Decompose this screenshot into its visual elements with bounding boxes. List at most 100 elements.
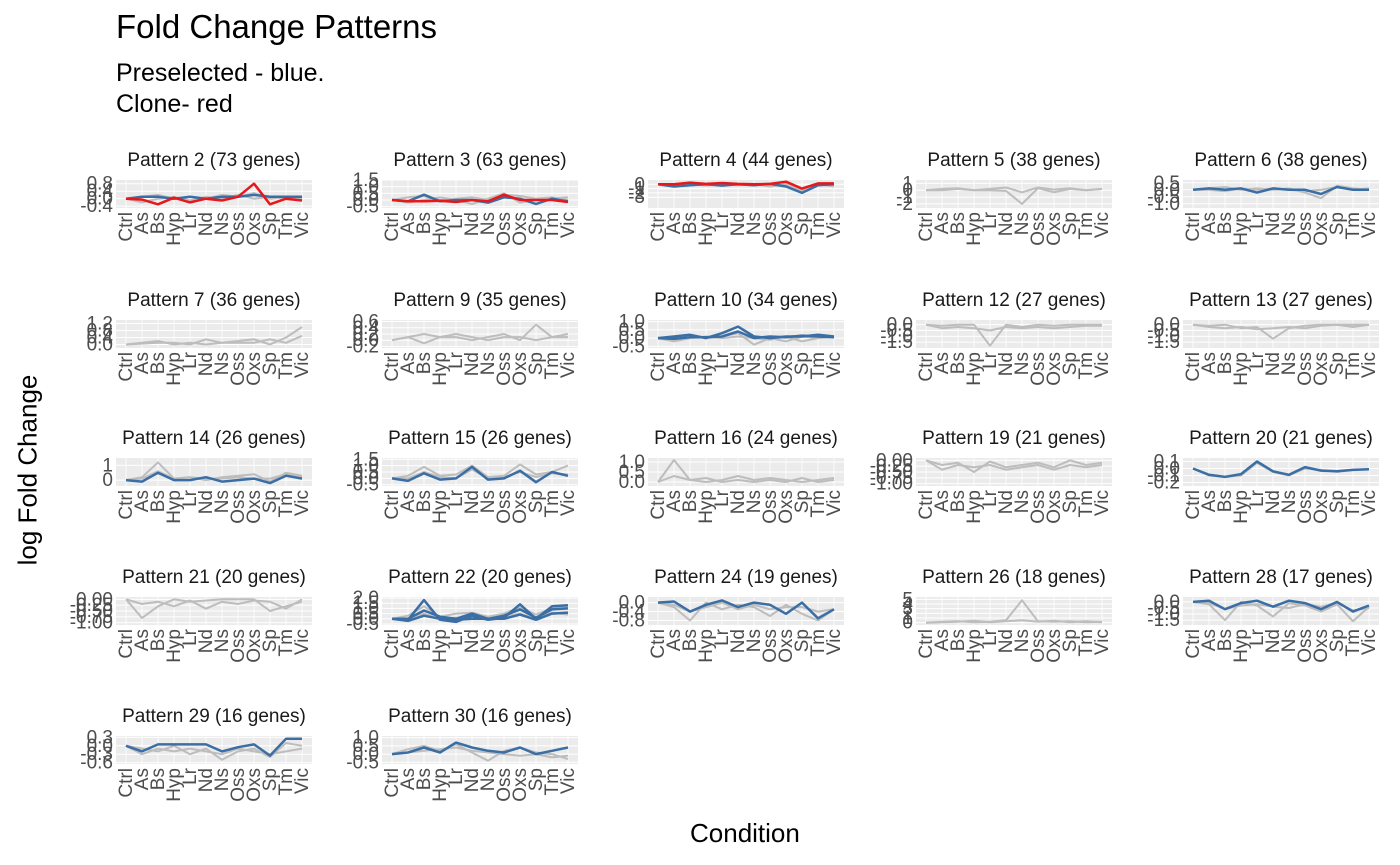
- x-tick-label: Oxs: [776, 352, 797, 386]
- x-tick-label: Vic: [292, 490, 313, 516]
- x-tick-label: Vic: [1092, 490, 1113, 516]
- x-tick-label: Ns: [1012, 212, 1033, 235]
- x-tick-label: As: [1199, 352, 1220, 374]
- facet-strip-label: Pattern 24 (19 genes): [654, 567, 838, 588]
- y-tick-label: -1.00: [70, 613, 113, 634]
- x-tick-label: Tm: [1343, 212, 1364, 239]
- x-tick-label: Nd: [728, 629, 749, 653]
- facet-panel-18: Pattern 24 (19 genes) 0.0-0.4-0.8CtrlAsBs…: [612, 567, 845, 663]
- x-tick-label: Lr: [1247, 351, 1268, 369]
- x-axis-label: Condition: [690, 818, 800, 848]
- y-tick-label: 0.5: [619, 462, 645, 483]
- x-tick-label: Tm: [542, 352, 563, 379]
- y-tick-label: 0.0: [619, 472, 645, 493]
- x-tick-label: Sp: [526, 352, 547, 375]
- y-tick-label: 1.5: [353, 170, 379, 191]
- x-tick-label: Vic: [1359, 629, 1380, 655]
- y-tick-label: 0.0: [353, 468, 379, 489]
- x-tick-label: Sp: [1327, 212, 1348, 235]
- y-tick-label: -0.5: [346, 197, 379, 218]
- x-tick-label: Ns: [1012, 352, 1033, 375]
- y-tick-label: -1: [896, 187, 913, 208]
- x-tick-label: Tm: [276, 768, 297, 795]
- preselected-series-line: [657, 330, 835, 341]
- x-tick-label: Oss: [228, 212, 249, 246]
- x-tick-label: Vic: [292, 768, 313, 794]
- x-tick-label: Hyp: [164, 768, 185, 802]
- x-tick-label: Lr: [980, 489, 1001, 507]
- x-tick-label: Bs: [148, 768, 169, 790]
- y-tick-label: -0.25: [70, 595, 113, 616]
- x-tick-label: As: [132, 768, 153, 790]
- y-tick-label: 1.0: [353, 598, 379, 619]
- x-tick-label: Tm: [808, 352, 829, 379]
- x-tick-label: Tm: [1076, 629, 1097, 656]
- y-tick-label: -0.25: [870, 456, 913, 477]
- x-tick-label: As: [398, 629, 419, 651]
- x-tick-label: Hyp: [1231, 352, 1252, 386]
- x-tick-label: Ns: [744, 352, 765, 375]
- preselected-series-line: [657, 599, 835, 620]
- y-tick-label: -0.5: [346, 614, 379, 635]
- facet-panel-2: Pattern 3 (63 genes) 1.51.00.50.0-0.5Ctrl…: [346, 150, 579, 246]
- y-tick-label: -0.75: [70, 607, 113, 628]
- x-tick-label: Oss: [760, 490, 781, 524]
- gene-series-line: [391, 463, 569, 480]
- x-tick-label: Ns: [212, 212, 233, 235]
- x-tick-label: Bs: [414, 352, 435, 374]
- x-tick-label: Hyp: [964, 629, 985, 663]
- facet-strip-label: Pattern 4 (44 genes): [659, 150, 832, 171]
- y-tick-label: -0.5: [1147, 321, 1180, 342]
- y-tick-label: 0: [902, 613, 913, 634]
- y-tick-label: 1: [902, 608, 913, 629]
- x-tick-label: Sp: [792, 629, 813, 652]
- x-tick-label: Vic: [1092, 352, 1113, 378]
- x-tick-label: Sp: [526, 768, 547, 791]
- x-tick-label: Oxs: [244, 629, 265, 663]
- x-tick-label: Hyp: [164, 490, 185, 524]
- x-tick-label: Oss: [228, 352, 249, 386]
- x-tick-label: Ns: [212, 629, 233, 652]
- x-tick-label: Bs: [1215, 352, 1236, 374]
- panel-background: [916, 180, 1112, 208]
- x-tick-label: Ctrl: [1183, 490, 1204, 520]
- facet-panel-4: Pattern 5 (38 genes)10-1-2CtrlAsBsHypLrN…: [896, 150, 1113, 246]
- y-tick-label: 1.0: [353, 728, 379, 749]
- x-tick-label: Tm: [276, 212, 297, 239]
- facet-strip-label: Pattern 7 (36 genes): [127, 290, 300, 311]
- gene-series-line: [125, 598, 303, 610]
- x-tick-label: Ctrl: [382, 768, 403, 798]
- x-tick-label: Lr: [180, 628, 201, 646]
- x-tick-label: Vic: [292, 352, 313, 378]
- y-tick-label: 0.5: [353, 183, 379, 204]
- preselected-series-line: [391, 465, 569, 484]
- preselected-series-line: [1192, 599, 1370, 613]
- facet-panel-19: Pattern 26 (18 genes) 543210CtrlAsBsHypLr…: [902, 567, 1113, 663]
- y-tick-label: 0.0: [353, 744, 379, 765]
- gene-series-line: [657, 475, 835, 483]
- facet-panel-14: Pattern 19 (21 genes) 0.00-0.25-0.50-0.75…: [870, 428, 1113, 524]
- x-tick-label: Tm: [808, 629, 829, 656]
- x-tick-label: Nd: [1263, 212, 1284, 236]
- facet-strip-label: Pattern 5 (38 genes): [927, 150, 1100, 171]
- x-tick-label: Nd: [1263, 352, 1284, 376]
- x-tick-label: Ctrl: [116, 629, 137, 659]
- y-tick-label: 3: [902, 599, 913, 620]
- x-tick-label: Tm: [276, 629, 297, 656]
- x-tick-label: Hyp: [964, 212, 985, 246]
- x-tick-label: Ctrl: [382, 490, 403, 520]
- x-tick-label: Ns: [1279, 629, 1300, 652]
- x-tick-label: Sp: [1327, 490, 1348, 513]
- y-tick-label: -0.3: [80, 744, 113, 765]
- x-tick-label: Nd: [462, 212, 483, 236]
- y-tick-label: -0.4: [80, 196, 113, 217]
- gene-series-line: [925, 459, 1103, 473]
- facet-panel-3: Pattern 4 (44 genes) 0-1-2-3CtrlAsBsHypLr…: [628, 150, 845, 246]
- x-tick-label: As: [1199, 212, 1220, 234]
- x-tick-label: Lr: [712, 489, 733, 507]
- x-tick-label: Ns: [478, 352, 499, 375]
- y-tick-label: 0.5: [353, 736, 379, 757]
- facet-panel-5: Pattern 6 (38 genes) 0.50.0-0.5-1.0CtrlAs…: [1147, 150, 1380, 246]
- y-tick-label: 5: [902, 589, 913, 610]
- y-tick-label: 0.0: [1154, 459, 1180, 480]
